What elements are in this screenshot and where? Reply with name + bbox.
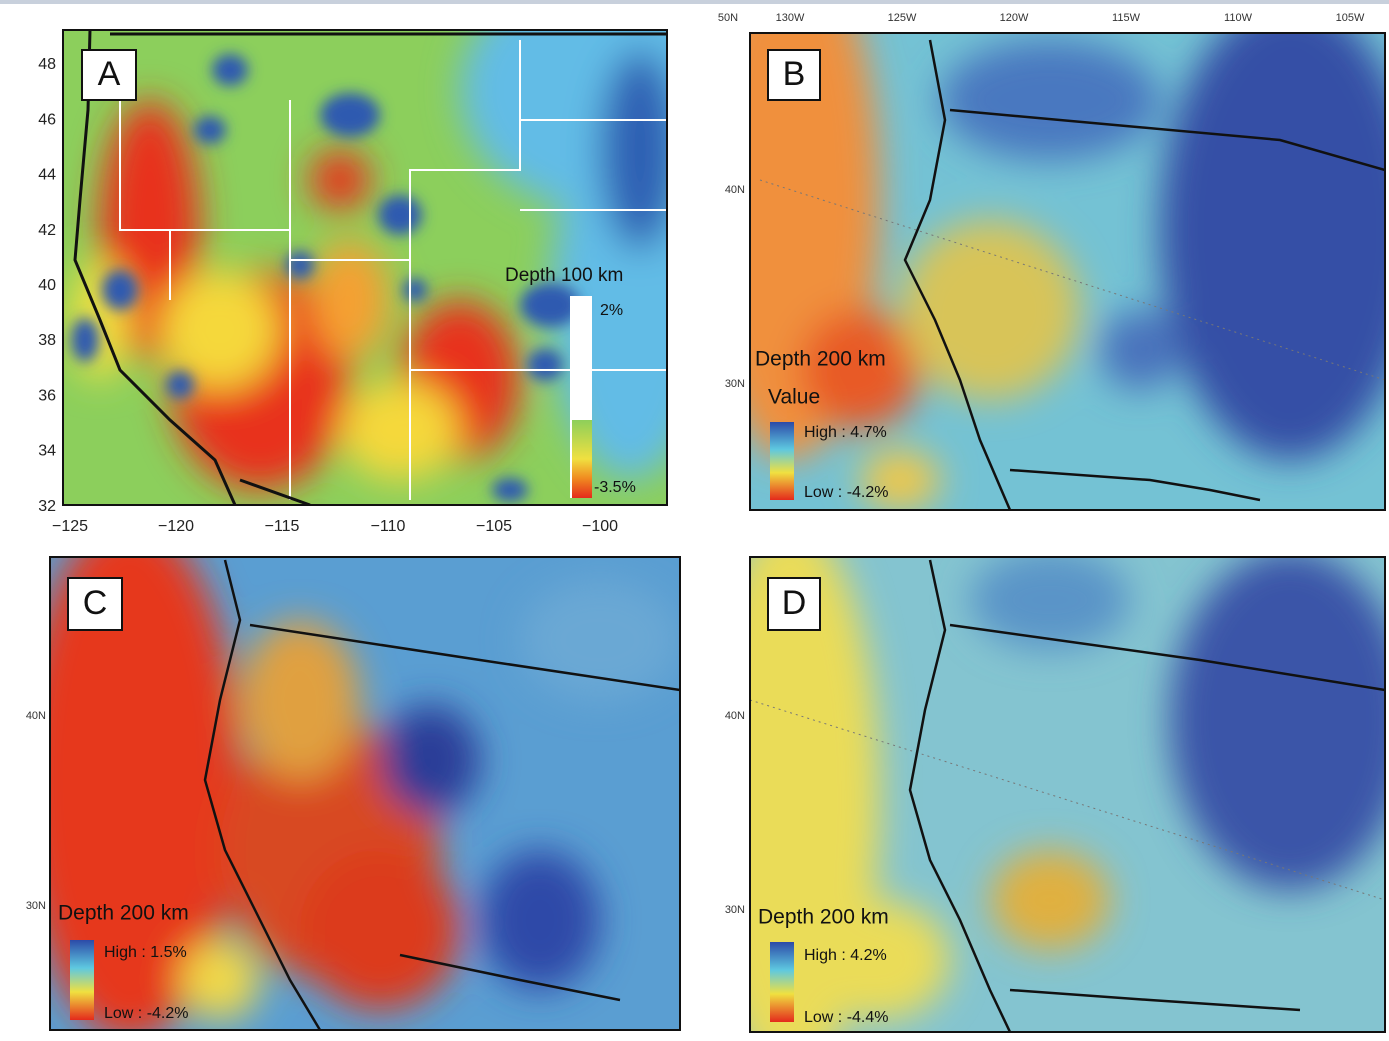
- y-axis: 48 46 44 42 40 38 36 34 32: [38, 56, 56, 515]
- low-velocity-blob: [194, 116, 226, 144]
- legend-high: High : 1.5%: [104, 944, 187, 961]
- color-blob: [300, 850, 460, 1010]
- x-tick-label: −110: [371, 518, 406, 535]
- low-velocity-blob: [492, 478, 528, 502]
- top-label: 115W: [1112, 12, 1141, 24]
- legend-high: High : 4.2%: [804, 947, 887, 964]
- maps: [20, 0, 1389, 1041]
- x-tick-label: −115: [265, 518, 300, 535]
- top-label: 130W: [776, 12, 805, 24]
- legend-high: High : 4.7%: [804, 424, 887, 441]
- lat-label: 40N: [26, 710, 46, 722]
- depth-label: Depth 100 km: [505, 265, 623, 286]
- y-tick-label: 40: [38, 277, 56, 294]
- color-blob: [480, 850, 600, 990]
- low-velocity-blob: [102, 270, 138, 310]
- color-blob: [340, 380, 460, 480]
- color-blob: [940, 40, 1160, 160]
- low-velocity-blob: [212, 54, 248, 86]
- panel-label: D: [782, 584, 807, 622]
- top-label: 50N: [718, 12, 738, 24]
- color-blob: [900, 220, 1080, 400]
- color-blob: [240, 620, 360, 780]
- x-tick-label: −100: [582, 518, 618, 535]
- y-tick-label: 36: [38, 387, 56, 404]
- lat-label: 30N: [725, 904, 745, 916]
- lat-label: 40N: [725, 710, 745, 722]
- depth-label: Depth 200 km: [58, 902, 189, 925]
- top-label: 105W: [1336, 12, 1365, 24]
- legend-bar: [770, 422, 794, 500]
- top-label: 125W: [888, 12, 917, 24]
- color-blob: [970, 550, 1130, 650]
- x-tick-label: −105: [476, 518, 512, 535]
- color-blob: [520, 580, 680, 700]
- depth-label: Depth 200 km: [755, 348, 886, 371]
- top-label: 110W: [1224, 12, 1253, 24]
- color-blob: [380, 705, 480, 815]
- legend-low: Low : -4.2%: [104, 1005, 188, 1022]
- legend-high: 2%: [600, 302, 623, 319]
- map-panel: [63, 0, 740, 505]
- legend-bar: [70, 940, 94, 1020]
- color-blob: [310, 150, 370, 210]
- lat-label: 30N: [725, 378, 745, 390]
- top-label: 120W: [1000, 12, 1029, 24]
- lat-label: 30N: [26, 900, 46, 912]
- x-axis: −125 −120 −115 −110 −105 −100: [52, 518, 618, 535]
- color-blob: [310, 240, 390, 360]
- legend-bar: [572, 420, 592, 498]
- y-tick-label: 46: [38, 111, 56, 128]
- low-velocity-blob: [71, 318, 99, 362]
- y-tick-label: 44: [38, 167, 56, 184]
- y-tick-label: 42: [38, 222, 56, 239]
- top-frame: [0, 0, 1389, 4]
- x-tick-label: −120: [158, 518, 194, 535]
- panel-label: A: [98, 55, 121, 93]
- low-velocity-blob: [403, 278, 427, 302]
- panel-label: C: [83, 584, 108, 622]
- panel-label: B: [783, 55, 806, 93]
- top-labels: 50N 130W 125W 120W 115W 110W 105W: [718, 12, 1365, 24]
- color-blob: [180, 940, 260, 1020]
- y-tick-label: 32: [38, 498, 56, 515]
- legend-low: -3.5%: [594, 479, 636, 496]
- x-tick-label: −125: [52, 518, 88, 535]
- figure: A 48 46 44 42 40 38 36 34 32 −125 −120 −115 −110 −10…: [0, 0, 1389, 1041]
- y-tick-label: 48: [38, 56, 56, 73]
- depth-label: Depth 200 km: [758, 906, 889, 929]
- legend-low: Low : -4.2%: [804, 484, 888, 501]
- y-tick-label: 38: [38, 332, 56, 349]
- legend-bar: [770, 942, 794, 1022]
- low-velocity-blob: [320, 93, 380, 137]
- color-blob: [1100, 310, 1180, 390]
- legend-title: Value: [768, 386, 820, 409]
- legend-low: Low : -4.4%: [804, 1009, 888, 1026]
- lat-label: 40N: [725, 184, 745, 196]
- low-velocity-blob: [527, 349, 563, 381]
- low-velocity-blob: [166, 371, 194, 399]
- color-blob: [990, 850, 1110, 950]
- y-tick-label: 34: [38, 443, 56, 460]
- low-velocity-blob: [378, 195, 422, 235]
